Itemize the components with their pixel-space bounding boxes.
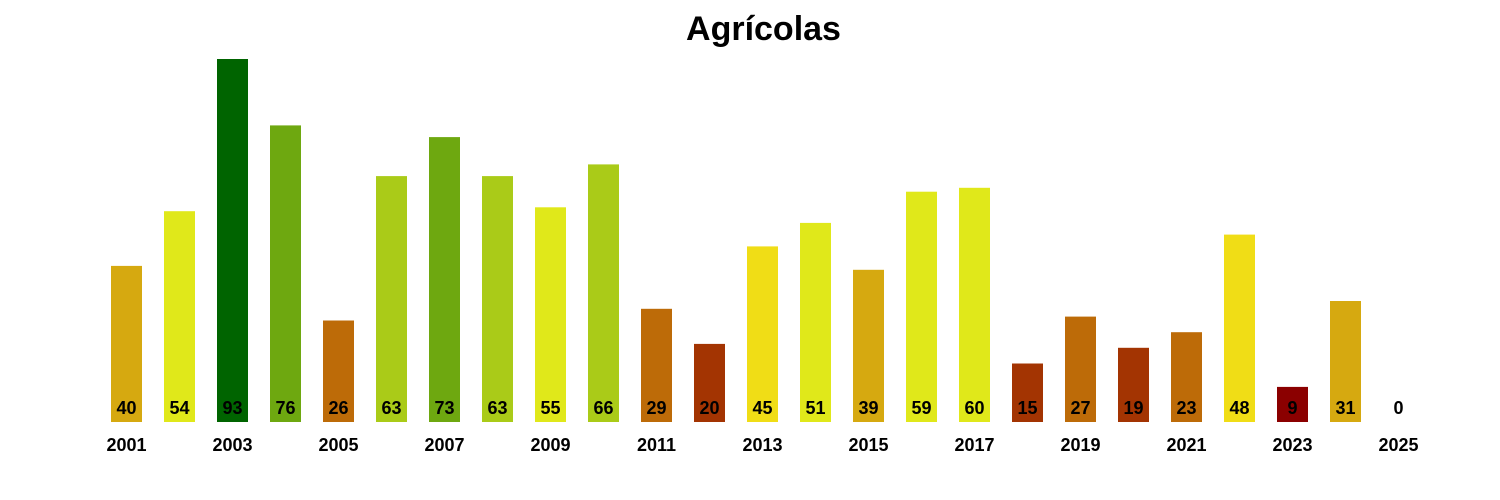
x-tick-label-2023: 2023 <box>1272 435 1312 455</box>
value-label-2011: 29 <box>646 398 666 418</box>
x-tick-label-2015: 2015 <box>848 435 888 455</box>
bar-2004 <box>270 125 301 423</box>
value-label-2007: 73 <box>434 398 454 418</box>
x-tick-labels-group: 2001 2003 2005 2007 2009 2011 2013 2015 2017 2019… <box>106 435 1418 455</box>
x-tick-label-2017: 2017 <box>954 435 994 455</box>
bar-2016 <box>906 191 937 422</box>
value-label-2014: 51 <box>805 398 825 418</box>
bar-2005 <box>323 320 354 422</box>
bar-2019 <box>1065 316 1096 422</box>
bar-2018 <box>1012 363 1043 422</box>
value-label-2021: 23 <box>1176 398 1196 418</box>
bar-2013 <box>747 246 778 422</box>
bar-2003 <box>217 59 248 422</box>
bar-2017 <box>959 187 990 422</box>
bar-2014 <box>800 222 831 422</box>
x-tick-label-2003: 2003 <box>212 435 252 455</box>
bar-2022 <box>1224 234 1255 422</box>
bar-2024 <box>1330 301 1361 422</box>
bar-2020 <box>1118 347 1149 422</box>
bar-2007 <box>429 137 460 422</box>
x-tick-label-2009: 2009 <box>530 435 570 455</box>
value-label-2016: 59 <box>911 398 931 418</box>
value-label-2010: 66 <box>593 398 613 418</box>
value-label-2024: 31 <box>1335 398 1355 418</box>
value-label-2019: 27 <box>1070 398 1090 418</box>
bar-2015 <box>853 269 884 422</box>
x-tick-label-2005: 2005 <box>318 435 358 455</box>
value-label-2001: 40 <box>116 398 136 418</box>
bar-2012 <box>694 343 725 422</box>
bar-2009 <box>535 207 566 422</box>
value-label-2002: 54 <box>169 398 189 418</box>
bar-2021 <box>1171 332 1202 422</box>
value-label-2004: 76 <box>275 398 295 418</box>
bars-group <box>111 59 1361 423</box>
value-label-2003: 93 <box>222 398 242 418</box>
chart-title: Agrícolas <box>686 10 841 48</box>
value-label-2006: 63 <box>381 398 401 418</box>
x-tick-label-2019: 2019 <box>1060 435 1100 455</box>
value-label-2013: 45 <box>752 398 772 418</box>
x-tick-label-2011: 2011 <box>637 435 676 455</box>
x-tick-label-2025: 2025 <box>1378 435 1418 455</box>
x-tick-label-2001: 2001 <box>106 435 146 455</box>
x-tick-label-2013: 2013 <box>742 435 782 455</box>
value-label-2009: 55 <box>540 398 560 418</box>
value-label-2023: 9 <box>1287 398 1297 418</box>
value-label-2025: 0 <box>1393 398 1403 418</box>
bar-2001 <box>111 265 142 422</box>
value-label-2022: 48 <box>1229 398 1249 418</box>
bar-2023 <box>1277 386 1308 422</box>
value-label-2020: 19 <box>1123 398 1143 418</box>
bar-2008 <box>482 176 513 422</box>
value-label-2015: 39 <box>858 398 878 418</box>
bar-2010 <box>588 164 619 422</box>
x-tick-label-2021: 2021 <box>1166 435 1206 455</box>
value-label-2012: 20 <box>699 398 719 418</box>
value-label-2005: 26 <box>328 398 348 418</box>
value-label-2018: 15 <box>1017 398 1037 418</box>
x-tick-label-2007: 2007 <box>424 435 464 455</box>
bar-2002 <box>164 211 195 422</box>
value-label-2017: 60 <box>964 398 984 418</box>
value-label-2008: 63 <box>487 398 507 418</box>
bar-2011 <box>641 308 672 422</box>
bar-labels-group: 40 54 93 76 26 63 73 63 55 66 29 20 45 51 39 59 60 15 27 19… <box>116 398 1403 418</box>
bar-2006 <box>376 176 407 422</box>
